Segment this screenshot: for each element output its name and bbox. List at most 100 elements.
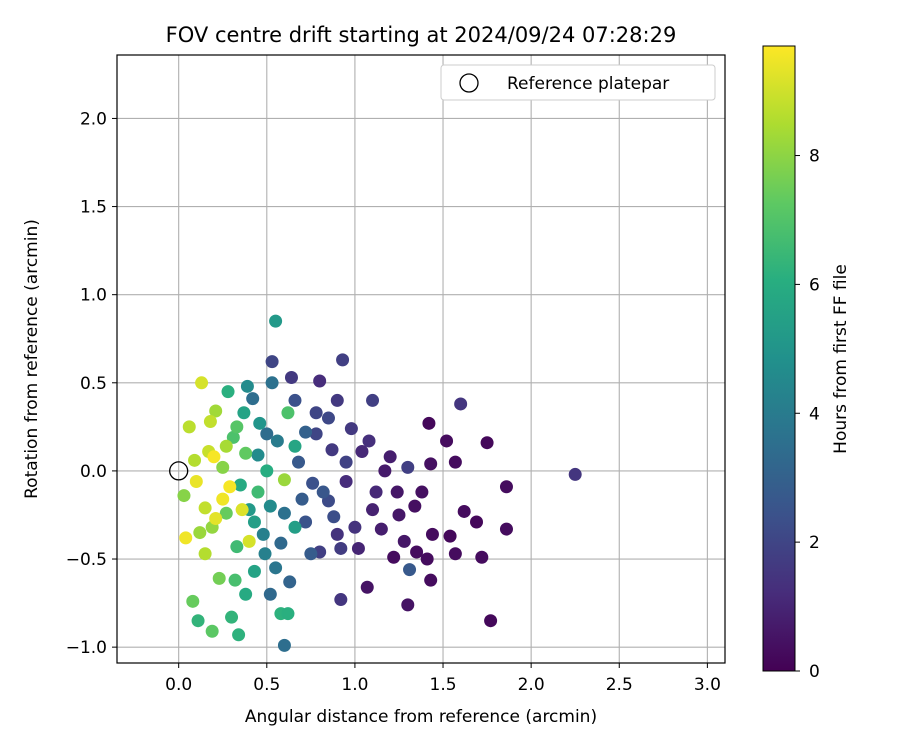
scatter-point	[295, 492, 309, 506]
scatter-point	[251, 485, 265, 499]
x-tick-label: 3.0	[694, 675, 721, 695]
scatter-point	[369, 485, 383, 499]
plot-frame	[116, 54, 726, 664]
x-tick-label: 0.0	[165, 675, 192, 695]
scatter-point	[378, 464, 392, 478]
scatter-point	[336, 353, 350, 367]
scatter-point	[390, 485, 404, 499]
scatter-point	[281, 406, 295, 420]
colorbar-gradient	[762, 45, 796, 672]
x-tick-label: 1.5	[430, 675, 457, 695]
scatter-point	[193, 526, 207, 540]
reference-platepar-marker	[169, 461, 189, 481]
scatter-point	[366, 393, 380, 407]
scatter-point	[284, 371, 298, 385]
scatter-point	[195, 376, 209, 390]
scatter-point	[226, 430, 240, 444]
scatter-point	[410, 545, 424, 559]
scatter-point	[223, 480, 237, 494]
scatter-point	[205, 624, 219, 638]
scatter-point	[277, 506, 291, 520]
scatter-point	[253, 416, 267, 430]
scatter-point	[339, 474, 353, 488]
scatter-point	[230, 420, 244, 434]
y-tick-label: 0.0	[80, 462, 107, 482]
scatter-point	[420, 552, 434, 566]
scatter-point	[216, 460, 230, 474]
scatter-point	[260, 427, 274, 441]
scatter-point	[448, 547, 462, 561]
scatter-point	[344, 422, 358, 436]
scatter-point	[232, 628, 246, 642]
scatter-point	[219, 506, 233, 520]
y-axis-label: Rotation from reference (arcmin)	[22, 219, 42, 499]
scatter-point	[263, 499, 277, 513]
scatter-point	[408, 499, 422, 513]
scatter-point	[233, 478, 247, 492]
scatter-point	[387, 550, 401, 564]
scatter-point	[348, 520, 362, 534]
legend-box	[440, 64, 716, 101]
y-tick-label: −0.5	[66, 550, 107, 570]
scatter-point	[225, 610, 239, 624]
y-tick-label: 2.0	[80, 109, 107, 129]
legend-entry-label: Reference platepar	[507, 74, 669, 94]
scatter-point	[212, 571, 226, 585]
plot-area	[117, 55, 725, 663]
scatter-point	[330, 527, 344, 541]
scatter-point	[470, 515, 484, 529]
scatter-point	[327, 510, 341, 524]
scatter-point	[334, 593, 348, 607]
legend: Reference platepar	[440, 64, 716, 101]
scatter-point	[568, 467, 582, 481]
y-axis-ticks: −1.0 −0.5 0.0 0.5 1.0 1.5 2.0	[66, 109, 117, 658]
scatter-point	[242, 534, 256, 548]
scatter-point	[251, 448, 265, 462]
scatter-point	[258, 547, 272, 561]
scatter-point	[499, 522, 513, 536]
x-axis-label: Angular distance from reference (arcmin)	[245, 707, 597, 727]
scatter-point	[339, 455, 353, 469]
scatter-point	[219, 439, 233, 453]
scatter-point	[484, 614, 498, 628]
scatter-point	[186, 594, 200, 608]
scatter-point	[198, 501, 212, 515]
scatter-point	[288, 439, 302, 453]
scatter-point	[189, 474, 203, 488]
scatter-point	[401, 598, 415, 612]
scatter-point	[209, 404, 223, 418]
scatter-point	[237, 406, 251, 420]
scatter-point	[499, 480, 513, 494]
scatter-point	[265, 355, 279, 369]
scatter-point	[309, 406, 323, 420]
scatter-point	[239, 587, 253, 601]
scatter-point	[179, 531, 193, 545]
grid-lines	[117, 55, 725, 663]
scatter-point	[182, 420, 196, 434]
chart-title: FOV centre drift starting at 2024/09/24 …	[166, 23, 677, 47]
scatter-point	[415, 485, 429, 499]
colorbar-tick-label: 2	[809, 533, 820, 553]
y-tick-label: 1.5	[80, 198, 107, 218]
scatter-point	[454, 397, 468, 411]
scatter-point	[351, 541, 365, 555]
colorbar-ticks: 0 2 4 6 8	[795, 147, 820, 682]
scatter-point	[230, 540, 244, 554]
scatter-point	[334, 541, 348, 555]
scatter-point	[480, 436, 494, 450]
scatter-point	[277, 638, 291, 652]
scatter-point	[403, 563, 417, 577]
scatter-point	[309, 427, 323, 441]
scatter-point	[316, 485, 330, 499]
legend-reference-marker	[459, 73, 479, 93]
scatter-point	[443, 529, 457, 543]
x-tick-label: 0.5	[253, 675, 280, 695]
x-tick-label: 2.0	[518, 675, 545, 695]
scatter-point	[401, 460, 415, 474]
scatter-point	[288, 393, 302, 407]
scatter-point	[221, 385, 235, 399]
scatter-point	[269, 561, 283, 575]
y-tick-label: −1.0	[66, 638, 107, 658]
scatter-point	[177, 489, 191, 503]
